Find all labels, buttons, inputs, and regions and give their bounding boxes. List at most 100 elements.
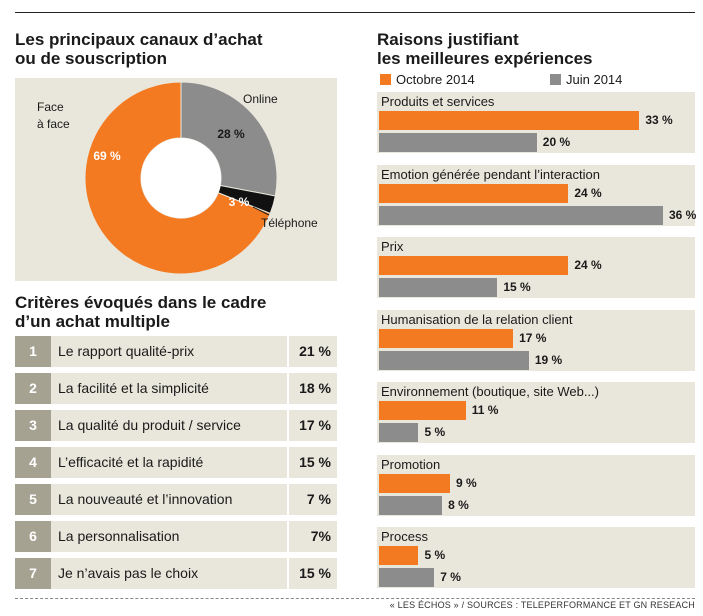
reasons-title-line2: les meilleures expériences bbox=[377, 49, 593, 68]
row-value: 15 % bbox=[287, 558, 337, 589]
table-row: 1 Le rapport qualité-prix 21 % bbox=[15, 336, 337, 367]
reasons-title: Raisons justifiant les meilleures expéri… bbox=[377, 30, 592, 68]
slice-label-online: 28 % bbox=[217, 127, 245, 141]
bar-value-june-2014: 36 % bbox=[669, 207, 697, 222]
row-value: 18 % bbox=[287, 373, 337, 404]
row-value: 7 % bbox=[287, 484, 337, 515]
legend-swatch-june bbox=[550, 74, 561, 85]
bar-category-label: Produits et services bbox=[381, 94, 495, 109]
row-rank: 5 bbox=[15, 484, 51, 515]
row-value: 17 % bbox=[287, 410, 337, 441]
pie-title: Les principaux canaux d’achat ou de sous… bbox=[15, 30, 263, 68]
bar-group: Humanisation de la relation client 17 % 19… bbox=[377, 309, 695, 371]
bar-value-october-2014: 24 % bbox=[574, 185, 602, 200]
category-name-face-line2: à face bbox=[37, 117, 70, 131]
bar-october-2014 bbox=[379, 256, 569, 275]
bar-group: Emotion générée pendant l’interaction 24 … bbox=[377, 164, 697, 226]
row-rank: 6 bbox=[15, 521, 51, 552]
table-row: 7 Je n’avais pas le choix 15 % bbox=[15, 558, 337, 589]
table-row: 6 La personnalisation 7% bbox=[15, 521, 337, 552]
bottom-rule bbox=[15, 598, 695, 599]
bar-value-june-2014: 7 % bbox=[440, 570, 461, 584]
bar-june-2014 bbox=[379, 133, 537, 152]
bar-category-label: Environnement (boutique, site Web...) bbox=[381, 384, 599, 399]
bar-value-june-2014: 20 % bbox=[542, 135, 571, 149]
bar-value-june-2014: 8 % bbox=[448, 497, 469, 512]
bar-october-2014 bbox=[379, 111, 640, 130]
bar-june-2014 bbox=[379, 423, 419, 442]
telephone-leader-line bbox=[252, 206, 270, 216]
row-label: La qualité du produit / service bbox=[58, 417, 241, 433]
bar-group: Process 5 % 7 % bbox=[377, 527, 695, 588]
table-row: 4 L’efficacité et la rapidité 15 % bbox=[15, 447, 337, 478]
bar-category-label: Emotion générée pendant l’interaction bbox=[381, 166, 600, 182]
table-row: 5 La nouveauté et l’innovation 7 % bbox=[15, 484, 337, 515]
bar-october-2014 bbox=[379, 473, 450, 493]
bar-june-2014 bbox=[379, 278, 498, 297]
top-rule bbox=[15, 12, 695, 13]
row-label: L’efficacité et la rapidité bbox=[58, 454, 204, 470]
pie-title-line2: ou de souscription bbox=[15, 49, 168, 68]
row-label: Le rapport qualité-prix bbox=[58, 343, 195, 359]
legend-item-june: Juin 2014 bbox=[550, 72, 622, 87]
bar-june-2014 bbox=[379, 495, 443, 515]
donut-hole bbox=[141, 138, 221, 218]
bar-value-june-2014: 5 % bbox=[424, 425, 446, 439]
row-value: 15 % bbox=[287, 447, 337, 478]
bar-value-october-2014: 33 % bbox=[645, 113, 673, 127]
pie-title-line1: Les principaux canaux d’achat bbox=[15, 30, 263, 49]
criteria-title-line2: d’un achat multiple bbox=[15, 312, 170, 331]
bar-october-2014 bbox=[379, 183, 569, 203]
donut-chart: 69 % 28 % 3 % Face à face Online Téléphone bbox=[37, 81, 318, 275]
slice-label-telephone: 3 % bbox=[229, 195, 250, 209]
bar-value-october-2014: 9 % bbox=[456, 475, 477, 490]
slice-label-face-a-face: 69 % bbox=[93, 149, 121, 163]
row-value: 7% bbox=[287, 521, 337, 552]
bar-group: Prix 24 % 15 % bbox=[377, 237, 695, 298]
bar-group: Produits et services 33 % 20 % bbox=[377, 92, 695, 153]
bar-october-2014 bbox=[379, 328, 514, 348]
bar-group: Environnement (boutique, site Web...) 11 … bbox=[377, 382, 695, 443]
category-name-telephone: Téléphone bbox=[261, 216, 318, 230]
row-label: La facilité et la simplicité bbox=[58, 380, 209, 396]
reasons-title-line1: Raisons justifiant bbox=[377, 30, 519, 49]
bar-october-2014 bbox=[379, 546, 419, 565]
legend-item-october: Octobre 2014 bbox=[380, 72, 475, 87]
bar-group: Promotion 9 % 8 % bbox=[377, 454, 695, 516]
bar-june-2014 bbox=[379, 568, 435, 587]
row-rank: 4 bbox=[15, 447, 51, 478]
row-rank: 2 bbox=[15, 373, 51, 404]
bar-value-october-2014: 17 % bbox=[519, 330, 547, 345]
criteria-title-line1: Critères évoqués dans le cadre bbox=[15, 293, 267, 312]
pie-panel: 69 % 28 % 3 % Face à face Online Téléphone bbox=[15, 78, 337, 281]
bar-value-october-2014: 11 % bbox=[471, 403, 499, 417]
bar-category-label: Promotion bbox=[381, 456, 441, 472]
bar-category-label: Prix bbox=[381, 239, 404, 254]
row-label: La nouveauté et l’innovation bbox=[58, 491, 233, 507]
bar-june-2014 bbox=[379, 350, 529, 370]
category-name-face-line1: Face bbox=[37, 100, 64, 114]
row-rank: 1 bbox=[15, 336, 51, 367]
row-rank: 7 bbox=[15, 558, 51, 589]
legend-label-june: Juin 2014 bbox=[566, 72, 623, 87]
table-row: 2 La facilité et la simplicité 18 % bbox=[15, 373, 337, 404]
bar-value-june-2014: 19 % bbox=[534, 352, 563, 367]
bar-value-october-2014: 24 % bbox=[574, 258, 602, 272]
table-row: 3 La qualité du produit / service 17 % bbox=[15, 410, 337, 441]
legend-swatch-october bbox=[380, 74, 391, 85]
row-label: Je n’avais pas le choix bbox=[58, 565, 199, 581]
source-note: « LES ÉCHOS » / SOURCES : TELEPERFORMANC… bbox=[389, 600, 695, 610]
criteria-title: Critères évoqués dans le cadre d’un acha… bbox=[15, 293, 266, 331]
row-label: La personnalisation bbox=[58, 528, 180, 544]
bar-value-october-2014: 5 % bbox=[424, 548, 446, 562]
legend-label-october: Octobre 2014 bbox=[396, 72, 475, 87]
slice-face-a-face bbox=[84, 81, 271, 275]
bar-category-label: Process bbox=[381, 529, 428, 544]
bar-value-june-2014: 15 % bbox=[503, 280, 531, 294]
row-rank: 3 bbox=[15, 410, 51, 441]
bar-october-2014 bbox=[379, 401, 466, 420]
bar-category-label: Humanisation de la relation client bbox=[381, 311, 573, 327]
category-name-online: Online bbox=[243, 92, 278, 106]
row-value: 21 % bbox=[287, 336, 337, 367]
bar-june-2014 bbox=[379, 205, 663, 225]
